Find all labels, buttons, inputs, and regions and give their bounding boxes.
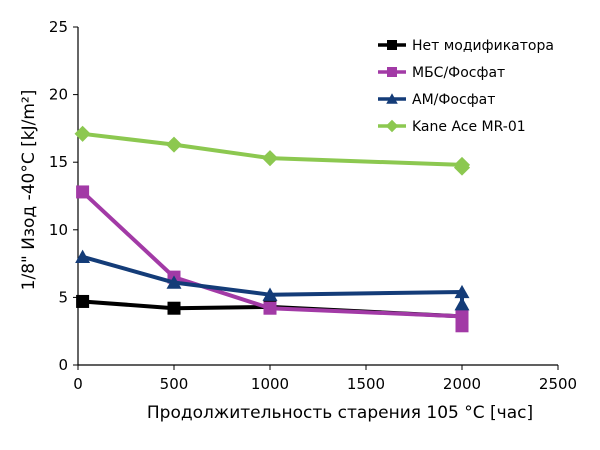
series-2	[75, 249, 470, 311]
data-point	[455, 319, 469, 333]
data-point	[75, 249, 91, 264]
x-tick-label: 1000	[251, 375, 289, 393]
y-axis-title: 1/8" Изод -40°C [kJ/m²]	[19, 90, 39, 291]
x-tick-label: 2000	[443, 375, 481, 393]
data-point	[387, 40, 397, 50]
y-tick-label: 0	[58, 356, 68, 374]
data-point	[454, 284, 470, 299]
data-point	[76, 185, 90, 199]
data-point	[453, 159, 471, 176]
x-tick-labels: 0 500 1000 1500 2000 2500	[73, 375, 577, 393]
y-tick-label: 20	[49, 86, 68, 104]
data-point	[76, 294, 90, 308]
legend-label: Нет модификатора	[412, 38, 554, 54]
legend-label: АМ/Фосфат	[412, 92, 495, 108]
y-tick-label: 5	[58, 288, 68, 306]
data-point	[167, 301, 181, 315]
legend-item: МБС/Фосфат	[378, 65, 505, 81]
data-point	[165, 136, 183, 153]
data-point	[261, 150, 279, 167]
legend-item: Kane Ace MR-01	[378, 119, 526, 135]
x-tick-label: 1500	[347, 375, 385, 393]
data-point	[385, 119, 399, 133]
legend-item: АМ/Фосфат	[378, 92, 495, 108]
legend: Нет модификатора МБС/Фосфат АМ/Фосфат Kane …	[378, 38, 554, 135]
legend-label: Kane Ace MR-01	[412, 119, 526, 135]
legend-label: МБС/Фосфат	[412, 65, 505, 81]
y-tick-label: 10	[49, 221, 68, 239]
data-point	[74, 125, 91, 142]
series-3	[74, 125, 471, 176]
x-tick-label: 500	[160, 375, 189, 393]
y-tick-labels: 0 5 10 15 20 25	[49, 18, 68, 374]
data-point	[454, 296, 470, 311]
legend-item: Нет модификатора	[378, 38, 554, 54]
series-layer	[74, 125, 471, 333]
data-point	[387, 67, 397, 77]
data-point	[386, 93, 398, 104]
data-point	[263, 301, 277, 315]
x-tick-label: 0	[73, 375, 83, 393]
data-point	[166, 275, 182, 289]
x-axis-title: Продолжительность старения 105 °C [час]	[147, 403, 533, 423]
y-tick-label: 25	[49, 18, 68, 36]
data-point	[262, 287, 278, 301]
x-tick-label: 2500	[539, 375, 577, 393]
y-tick-label: 15	[49, 153, 68, 171]
series-1	[76, 185, 469, 333]
